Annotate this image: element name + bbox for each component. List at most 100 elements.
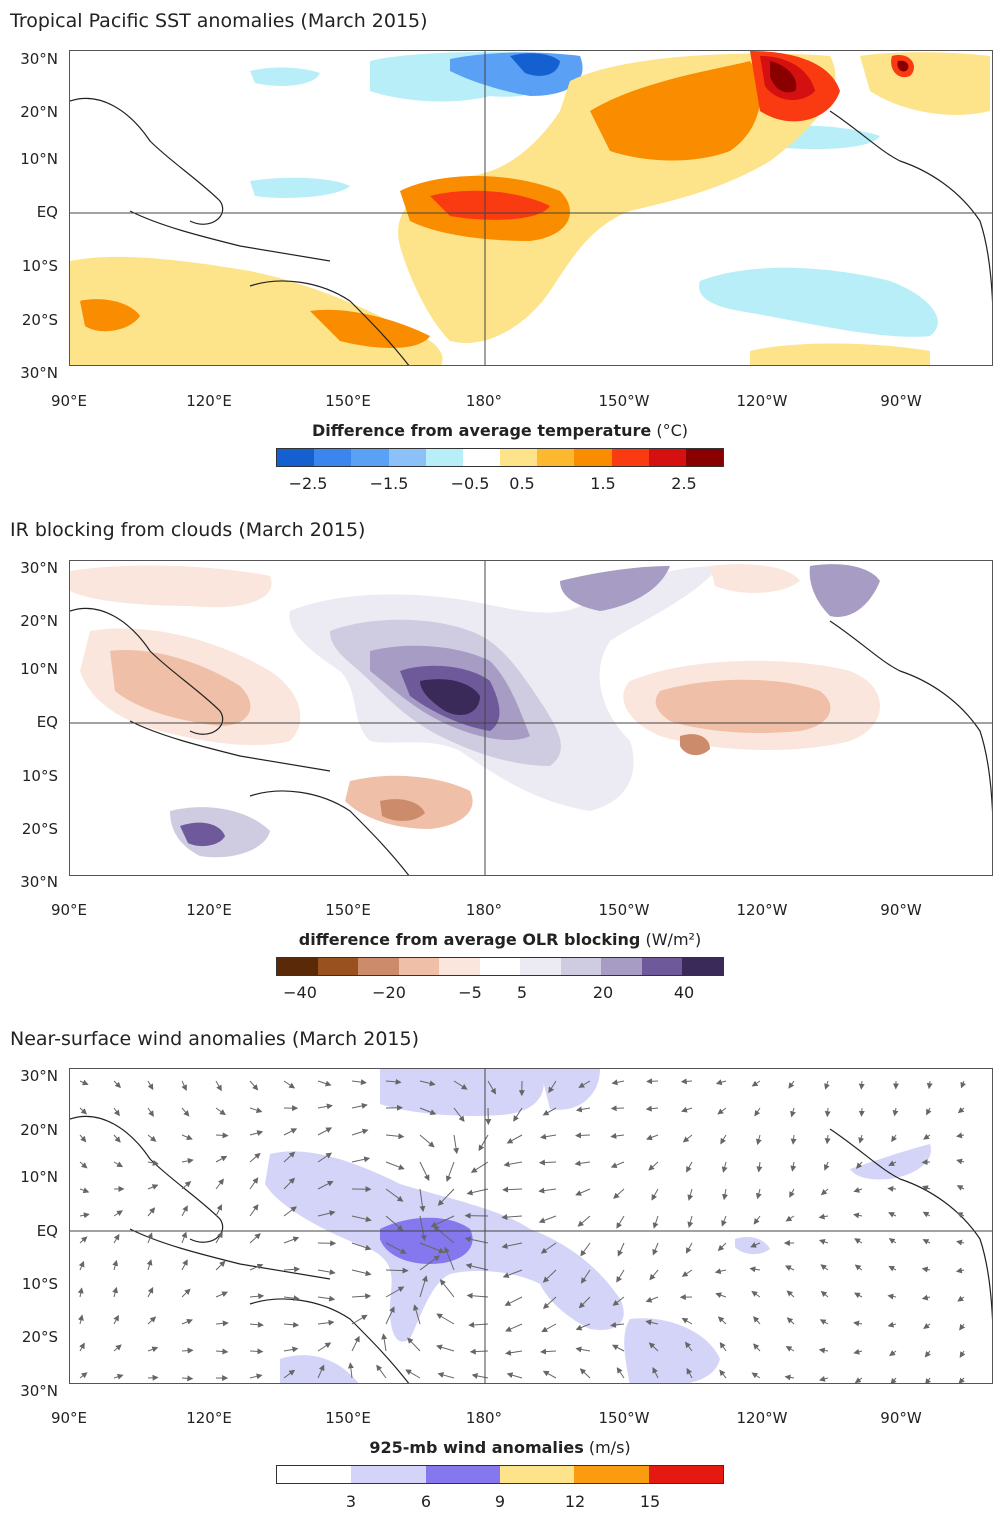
wind-vector — [685, 1242, 693, 1254]
wind-vector — [681, 1106, 693, 1113]
wind-vector — [721, 1215, 727, 1227]
wind-vector — [681, 1317, 693, 1325]
wind-vector — [888, 1238, 897, 1244]
wind-vector — [645, 1296, 659, 1303]
wind-vector — [419, 1080, 436, 1087]
wind-vector — [351, 1102, 368, 1109]
wind-vector — [317, 1127, 333, 1136]
wind-vector — [215, 1132, 229, 1139]
colorbar-segment — [499, 1466, 575, 1483]
sst-warm-region — [590, 61, 761, 161]
wind-colorbar-title: 925-mb wind anomalies (m/s) — [0, 1438, 1000, 1457]
lat-label: 30°N — [20, 873, 58, 891]
colorbar-segment — [351, 449, 389, 466]
wind-vector — [283, 1295, 300, 1302]
wind-vector — [648, 1342, 659, 1352]
wind-vector — [181, 1205, 188, 1217]
lat-label: 20°S — [21, 311, 58, 329]
wind-vector — [249, 1204, 259, 1217]
wind-vector — [444, 1246, 455, 1271]
wind-vector — [506, 1134, 523, 1144]
wind-vector — [385, 1078, 402, 1085]
wind-vector — [925, 1377, 932, 1383]
wind-vector — [501, 1242, 523, 1249]
wind-vector — [317, 1269, 336, 1276]
wind-vector — [249, 1130, 264, 1136]
colorbar-tick-label: 20 — [592, 983, 614, 1002]
wind-vector — [249, 1233, 261, 1244]
wind-vector — [249, 1177, 259, 1190]
colorbar-tick-label: −40 — [283, 983, 317, 1002]
wind-vector — [540, 1133, 557, 1140]
wind-vector — [610, 1161, 625, 1168]
coastline-maritime — [129, 720, 331, 772]
wind-vector — [501, 1214, 523, 1221]
olr-positive-region — [180, 822, 225, 847]
wind-vector — [548, 1080, 557, 1094]
lat-label: 10°S — [21, 767, 58, 785]
wind-vector — [78, 1260, 85, 1271]
wind-vector — [645, 1105, 659, 1112]
sst-map — [69, 50, 993, 366]
wind-vector — [385, 1161, 405, 1170]
wind-vector — [717, 1316, 727, 1325]
wind-speed-region — [540, 1069, 600, 1110]
wind-vector — [686, 1161, 693, 1173]
coastline — [70, 607, 992, 875]
coastline-americas — [829, 1128, 992, 1321]
wind-vector — [575, 1132, 591, 1139]
colorbar-segment — [277, 1466, 352, 1483]
wind-vector — [351, 1079, 367, 1086]
sst-colorbar-title: Difference from average temperature (°C) — [0, 421, 1000, 440]
wind-vector — [465, 1263, 489, 1271]
lat-label: 20°N — [20, 612, 58, 630]
wind-vector — [888, 1160, 897, 1166]
lon-label: 150°E — [325, 1409, 371, 1427]
wind-vector — [888, 1212, 897, 1218]
colorbar-tick-label: −5 — [458, 983, 482, 1002]
wind-vector — [385, 1242, 407, 1254]
colorbar-segment — [277, 449, 315, 466]
wind-vector — [317, 1180, 334, 1190]
wind-vector — [351, 1269, 372, 1277]
wind-vector — [755, 1134, 762, 1146]
colorbar-segment — [462, 449, 501, 466]
wind-vector — [283, 1206, 297, 1217]
lat-label: 30°N — [20, 1067, 58, 1085]
wind-vector — [215, 1348, 229, 1355]
wind-vector — [784, 1374, 795, 1381]
wind-speed-region — [850, 1144, 931, 1180]
wind-vector — [819, 1319, 829, 1325]
wind-vector — [680, 1078, 693, 1085]
lat-label: 20°S — [21, 820, 58, 838]
wind-vector — [790, 1107, 796, 1118]
olr-colorbar-title-text: difference from average OLR blocking — [298, 930, 641, 949]
wind-vector — [853, 1187, 863, 1193]
wind-vector — [648, 1161, 659, 1171]
colorbar-tick-label: 0.5 — [509, 474, 535, 493]
wind-vector — [923, 1323, 931, 1329]
coastline-americas — [829, 620, 992, 813]
lat-label: 10°S — [21, 1275, 58, 1293]
colorbar-tick-label: −0.5 — [450, 474, 490, 493]
wind-vector — [853, 1320, 863, 1327]
wind-vector — [283, 1236, 300, 1244]
lon-label: 150°W — [598, 1409, 650, 1427]
lat-label: 30°N — [20, 559, 58, 577]
colorbar-segment — [611, 449, 649, 466]
wind-vector — [887, 1185, 897, 1192]
wind-vector — [750, 1242, 761, 1248]
colorbar-segment — [648, 449, 686, 466]
wind-vector — [249, 1107, 263, 1114]
wind-vector — [436, 1313, 455, 1325]
wind-vector — [820, 1188, 829, 1196]
wind-vector — [317, 1103, 333, 1110]
wind-vector — [351, 1242, 372, 1251]
wind-vector — [419, 1161, 430, 1181]
wind-vector — [215, 1231, 223, 1244]
olr-colorbar-unit: (W/m²) — [645, 930, 702, 949]
wind-vector — [785, 1345, 795, 1352]
wind-vector — [317, 1210, 336, 1217]
colorbar-segment — [479, 958, 521, 975]
wind-vector — [854, 1292, 863, 1299]
